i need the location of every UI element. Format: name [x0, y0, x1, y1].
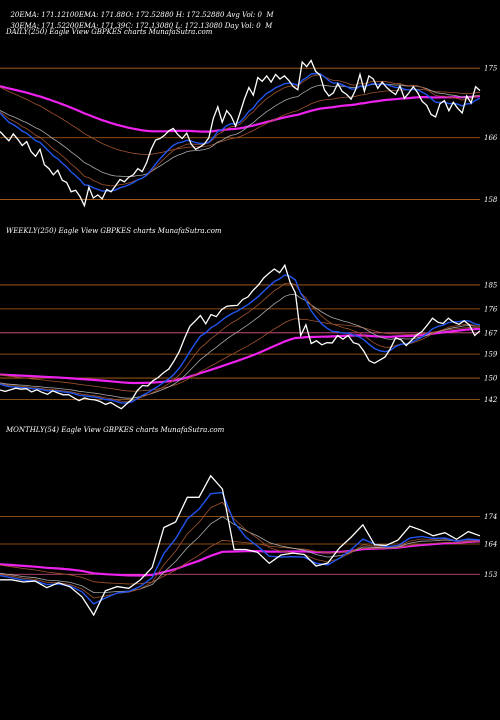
price-level-label: 174 — [484, 513, 497, 521]
ema-line — [0, 516, 481, 594]
price-line — [0, 59, 481, 208]
ohlc-readout-2: C: 172.13080 L: 172.13080 Day Vol: 0 M — [125, 22, 273, 30]
ema200-readout: 200EMA: 171.39 — [65, 22, 126, 30]
ema-line — [0, 86, 481, 156]
price-level-label: 175 — [484, 65, 498, 73]
price-level-label: 153 — [484, 571, 498, 579]
ema100-readout: 100EMA: 171.88 — [65, 11, 126, 19]
indicator-header-row-1: 20EMA: 171.12100EMA: 171.88O: 172.52880 … — [6, 3, 274, 19]
chart-title-0: DAILY(250) Eagle View GBPKES charts Muna… — [5, 28, 213, 36]
price-level-label: 164 — [484, 541, 497, 549]
ohlc-readout-1: O: 172.52880 H: 172.52880 Avg Vol: 0 M — [125, 11, 274, 19]
ema-line — [0, 74, 481, 187]
price-level-label: 167 — [484, 329, 498, 337]
ema-line — [0, 501, 481, 599]
price-level-label: 142 — [484, 396, 498, 404]
ema-line — [0, 318, 481, 392]
ema30-readout: 30EMA: 171.52 — [10, 22, 66, 30]
price-line — [0, 474, 481, 617]
ema-line — [0, 327, 481, 385]
price-line — [0, 263, 481, 410]
price-level-label: 185 — [484, 281, 498, 289]
ema-line — [0, 491, 481, 605]
price-level-label: 159 — [484, 351, 498, 359]
ema20-readout: 20EMA: 171.12 — [10, 11, 66, 19]
ema-line — [0, 540, 481, 577]
ema-line — [0, 293, 481, 399]
chart-title-1: WEEKLY(250) Eagle View GBPKES charts Mun… — [6, 227, 222, 235]
price-level-label: 150 — [484, 375, 498, 383]
price-level-label: 166 — [484, 134, 498, 142]
ema-line — [0, 539, 481, 585]
indicator-header-row-2: 30EMA: 171.52200EMA: 171.39C: 172.13080 … — [6, 14, 272, 30]
ema-line — [0, 85, 481, 133]
ema-line — [0, 274, 481, 404]
price-level-label: 176 — [484, 305, 498, 313]
chart-title-2: MONTHLY(54) Eagle View GBPKES charts Mun… — [5, 426, 225, 434]
price-level-label: 158 — [484, 196, 498, 204]
